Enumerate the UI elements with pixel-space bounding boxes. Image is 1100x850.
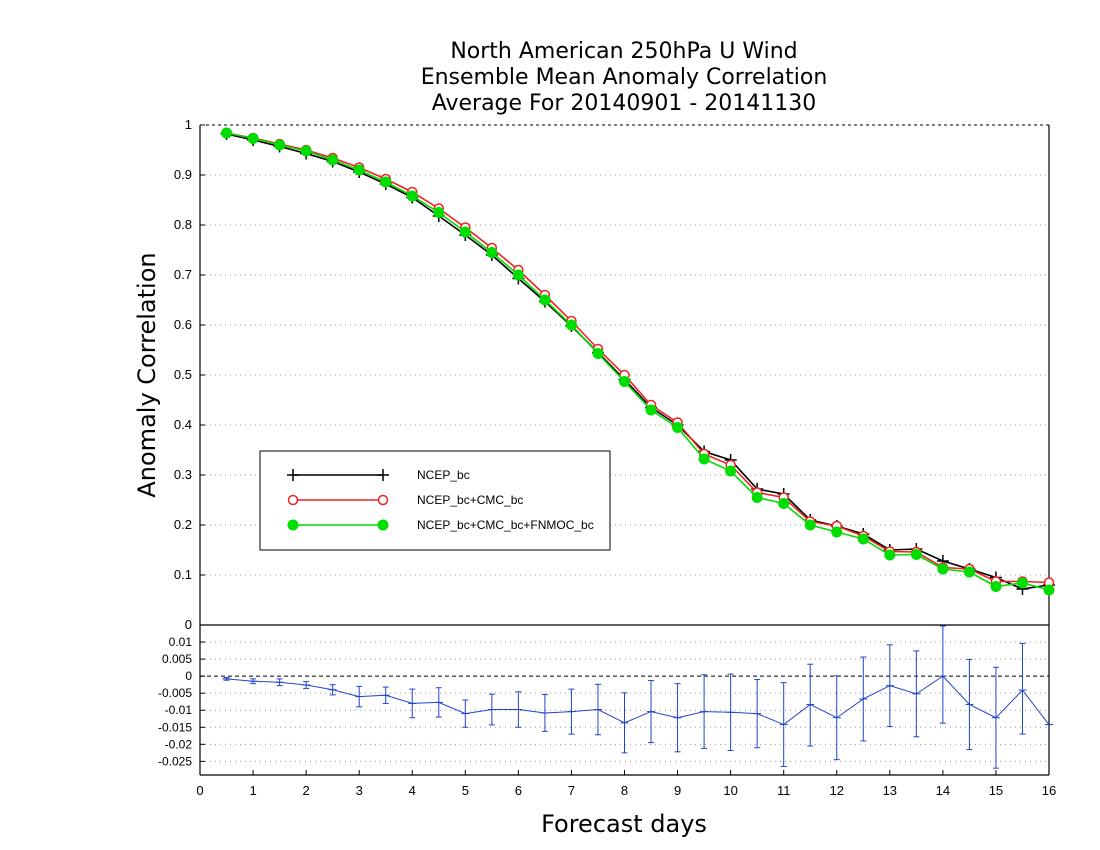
data-point bbox=[831, 526, 843, 538]
data-point bbox=[725, 465, 737, 477]
x-axis-label: Forecast days bbox=[541, 810, 707, 838]
data-point bbox=[247, 133, 259, 144]
diff-y-tick-label: 0.01 bbox=[169, 635, 193, 649]
title-line: Average For 20140901 - 20141130 bbox=[432, 91, 817, 116]
legend-label: NCEP_bc+CMC_bc bbox=[417, 493, 523, 507]
data-point bbox=[592, 348, 604, 359]
data-point bbox=[963, 566, 975, 578]
data-point bbox=[380, 176, 392, 188]
y-tick-label: 0.2 bbox=[174, 517, 192, 532]
title-line: Ensemble Mean Anomaly Correlation bbox=[421, 65, 828, 90]
x-tick-label: 5 bbox=[462, 783, 469, 798]
data-point bbox=[353, 164, 365, 176]
legend-label: NCEP_bc bbox=[417, 468, 470, 482]
data-point bbox=[884, 549, 896, 561]
data-point bbox=[486, 247, 498, 258]
data-point bbox=[565, 319, 577, 331]
diff-grid bbox=[199, 641, 1050, 775]
y-tick-label: 0.6 bbox=[174, 317, 192, 332]
diff-y-tick-label: -0.02 bbox=[165, 737, 193, 751]
data-point bbox=[433, 207, 445, 218]
data-point bbox=[287, 519, 299, 531]
data-point bbox=[274, 139, 286, 151]
data-point bbox=[221, 127, 233, 139]
x-tick-label: 4 bbox=[409, 783, 416, 798]
data-point bbox=[751, 492, 763, 503]
y-tick-label: 0.3 bbox=[174, 467, 192, 482]
data-point bbox=[672, 422, 684, 433]
data-point bbox=[406, 190, 418, 202]
data-point bbox=[512, 269, 524, 281]
data-point bbox=[778, 498, 790, 509]
x-tick-label: 8 bbox=[621, 783, 628, 798]
data-point bbox=[1016, 577, 1028, 589]
diff-y-tick-label: -0.015 bbox=[158, 720, 192, 734]
legend-entry: NCEP_bc bbox=[287, 468, 470, 482]
y-tick-label: 0.8 bbox=[174, 217, 192, 232]
x-tick-label: 10 bbox=[723, 783, 737, 798]
title-line: North American 250hPa U Wind bbox=[450, 39, 797, 64]
data-point bbox=[327, 154, 339, 166]
diff-series bbox=[222, 625, 1053, 769]
x-tick-label: 1 bbox=[249, 783, 256, 798]
y-tick-label: 0.5 bbox=[174, 367, 192, 382]
data-point bbox=[1043, 584, 1055, 596]
y-tick-label: 1 bbox=[185, 117, 192, 132]
data-point bbox=[377, 519, 389, 531]
x-tick-label: 0 bbox=[196, 783, 203, 798]
legend-label: NCEP_bc+CMC_bc+FNMOC_bc bbox=[417, 518, 594, 532]
x-tick-label: 15 bbox=[989, 783, 1003, 798]
diff-y-tick-label: 0.005 bbox=[162, 652, 192, 666]
data-point bbox=[937, 563, 949, 575]
x-tick-label: 3 bbox=[356, 783, 363, 798]
axes bbox=[199, 125, 1050, 776]
data-point bbox=[910, 549, 922, 560]
x-tick-label: 6 bbox=[515, 783, 522, 798]
x-tick-label: 16 bbox=[1042, 783, 1056, 798]
main-grid bbox=[200, 124, 1049, 626]
x-tick-label: 13 bbox=[883, 783, 897, 798]
y-tick-label: 0.7 bbox=[174, 267, 192, 282]
data-point bbox=[539, 294, 551, 306]
data-point bbox=[619, 376, 630, 387]
x-tick-label: 2 bbox=[303, 783, 310, 798]
data-point bbox=[645, 404, 657, 416]
x-tick-label: 9 bbox=[674, 783, 681, 798]
x-tick-label: 14 bbox=[936, 783, 950, 798]
data-point bbox=[857, 533, 869, 545]
diff-y-tick-label: -0.005 bbox=[158, 686, 192, 700]
diff-y-tick-label: -0.025 bbox=[158, 754, 192, 768]
diff-y-tick-label: -0.01 bbox=[165, 703, 193, 717]
diff-y-tick-label: 0 bbox=[185, 669, 192, 683]
legend-entry: NCEP_bc+CMC_bc+FNMOC_bc bbox=[287, 518, 594, 532]
data-point bbox=[990, 581, 1002, 592]
y-axis-label: Anomaly Correlation bbox=[133, 252, 161, 497]
y-tick-label: 0.1 bbox=[174, 567, 192, 582]
legend-entry: NCEP_bc+CMC_bc bbox=[287, 493, 523, 507]
y-tick-label: 0.4 bbox=[174, 417, 192, 432]
data-point bbox=[459, 226, 471, 238]
data-point bbox=[287, 494, 299, 506]
data-point bbox=[300, 145, 312, 157]
series-filled-circle bbox=[221, 127, 1055, 596]
x-tick-label: 11 bbox=[777, 783, 791, 798]
x-tick-label: 12 bbox=[830, 783, 844, 798]
data-point bbox=[377, 494, 389, 506]
y-tick-label: 0 bbox=[185, 617, 192, 632]
diff-line bbox=[226, 675, 1050, 726]
x-tick-label: 7 bbox=[568, 783, 575, 798]
legend: NCEP_bc NCEP_bc+CMC_bc NCEP_bc+CMC_bc+FNMO… bbox=[259, 450, 611, 551]
data-point bbox=[698, 453, 710, 465]
tick-labels: 0 0.1 0.2 0.3 0.4 0.5 0.6 0.7 0.8 0.9 1 0.01 0.005 0 -… bbox=[158, 117, 1056, 798]
y-tick-label: 0.9 bbox=[174, 167, 192, 182]
main-series bbox=[220, 127, 1055, 596]
data-point bbox=[804, 519, 816, 531]
